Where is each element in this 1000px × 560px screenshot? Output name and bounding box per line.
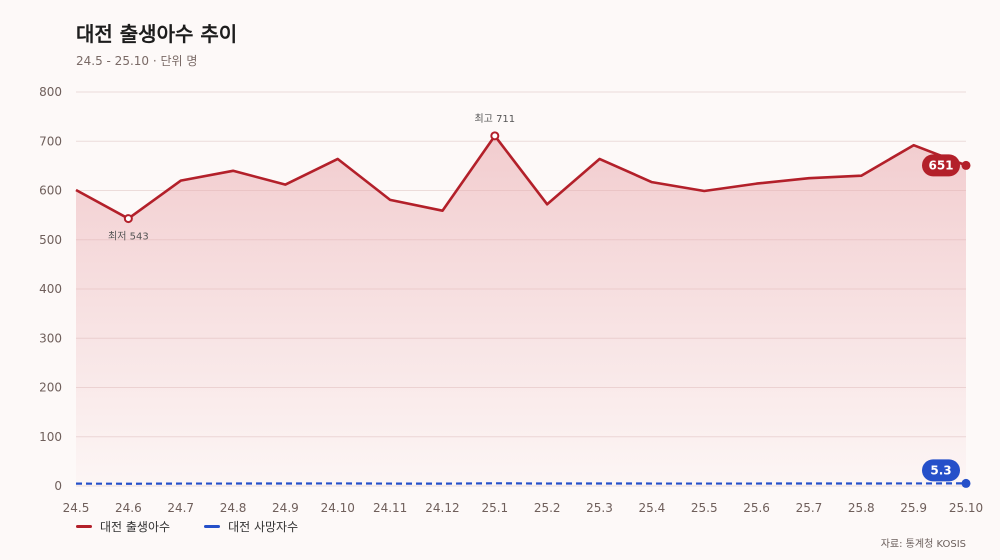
legend-swatch-births xyxy=(76,525,92,528)
min-annotation: 최저 543 xyxy=(108,231,149,243)
y-tick-label: 500 xyxy=(39,233,62,247)
x-tick-label: 24.5 xyxy=(63,501,90,515)
legend: 대전 출생아수 대전 사망자수 xyxy=(76,518,298,535)
legend-label-deaths: 대전 사망자수 xyxy=(228,520,299,534)
x-tick-label: 25.5 xyxy=(691,501,718,515)
x-tick-label: 25.2 xyxy=(534,501,561,515)
y-tick-label: 600 xyxy=(39,184,62,198)
x-tick-label: 25.10 xyxy=(949,501,983,515)
births-line xyxy=(75,134,967,220)
births-last-badge xyxy=(922,154,960,177)
max-annotation: 최고 711 xyxy=(474,113,515,125)
x-tick-label: 25.1 xyxy=(481,501,508,515)
y-tick-label: 800 xyxy=(39,85,62,99)
x-tick-label: 25.7 xyxy=(796,501,823,515)
x-tick-label: 24.7 xyxy=(167,501,194,515)
chart-subtitle: 24.5 - 25.10 · 단위 명 xyxy=(76,54,198,68)
y-tick-label: 0 xyxy=(54,479,62,493)
x-tick-label: 24.6 xyxy=(115,501,142,515)
x-tick-label: 24.11 xyxy=(373,501,407,515)
y-tick-label: 400 xyxy=(39,282,62,296)
deaths-last-point xyxy=(961,478,971,488)
legend-item-births: 대전 출생아수 xyxy=(76,518,170,535)
x-tick-label: 25.6 xyxy=(743,501,770,515)
x-tick-label: 24.10 xyxy=(321,501,355,515)
y-tick-label: 700 xyxy=(39,134,62,148)
min-point xyxy=(123,214,133,224)
y-tick-label: 200 xyxy=(39,381,62,395)
deaths-last-label: 5.3 xyxy=(930,463,951,477)
x-tick-label: 24.9 xyxy=(272,501,299,515)
legend-swatch-deaths xyxy=(204,525,221,528)
source-note: 자료: 통계청 KOSIS xyxy=(880,539,966,550)
y-tick-label: 300 xyxy=(39,331,62,345)
x-tick-label: 25.3 xyxy=(586,501,613,515)
deaths-last-badge xyxy=(922,459,960,482)
chart-title: 대전 출생아수 추이 xyxy=(76,22,238,46)
legend-item-deaths: 대전 사망자수 xyxy=(204,518,298,535)
y-tick-label: 100 xyxy=(39,430,62,444)
x-tick-label: 24.8 xyxy=(220,501,247,515)
x-tick-label: 24.12 xyxy=(425,501,459,515)
max-point xyxy=(490,131,500,141)
births-last-point xyxy=(961,160,971,170)
x-tick-label: 25.8 xyxy=(848,501,875,515)
x-tick-label: 25.9 xyxy=(900,501,927,515)
births-area xyxy=(76,135,966,486)
legend-label-births: 대전 출생아수 xyxy=(100,520,171,534)
x-tick-label: 25.4 xyxy=(639,501,666,515)
births-last-label: 651 xyxy=(928,158,953,172)
